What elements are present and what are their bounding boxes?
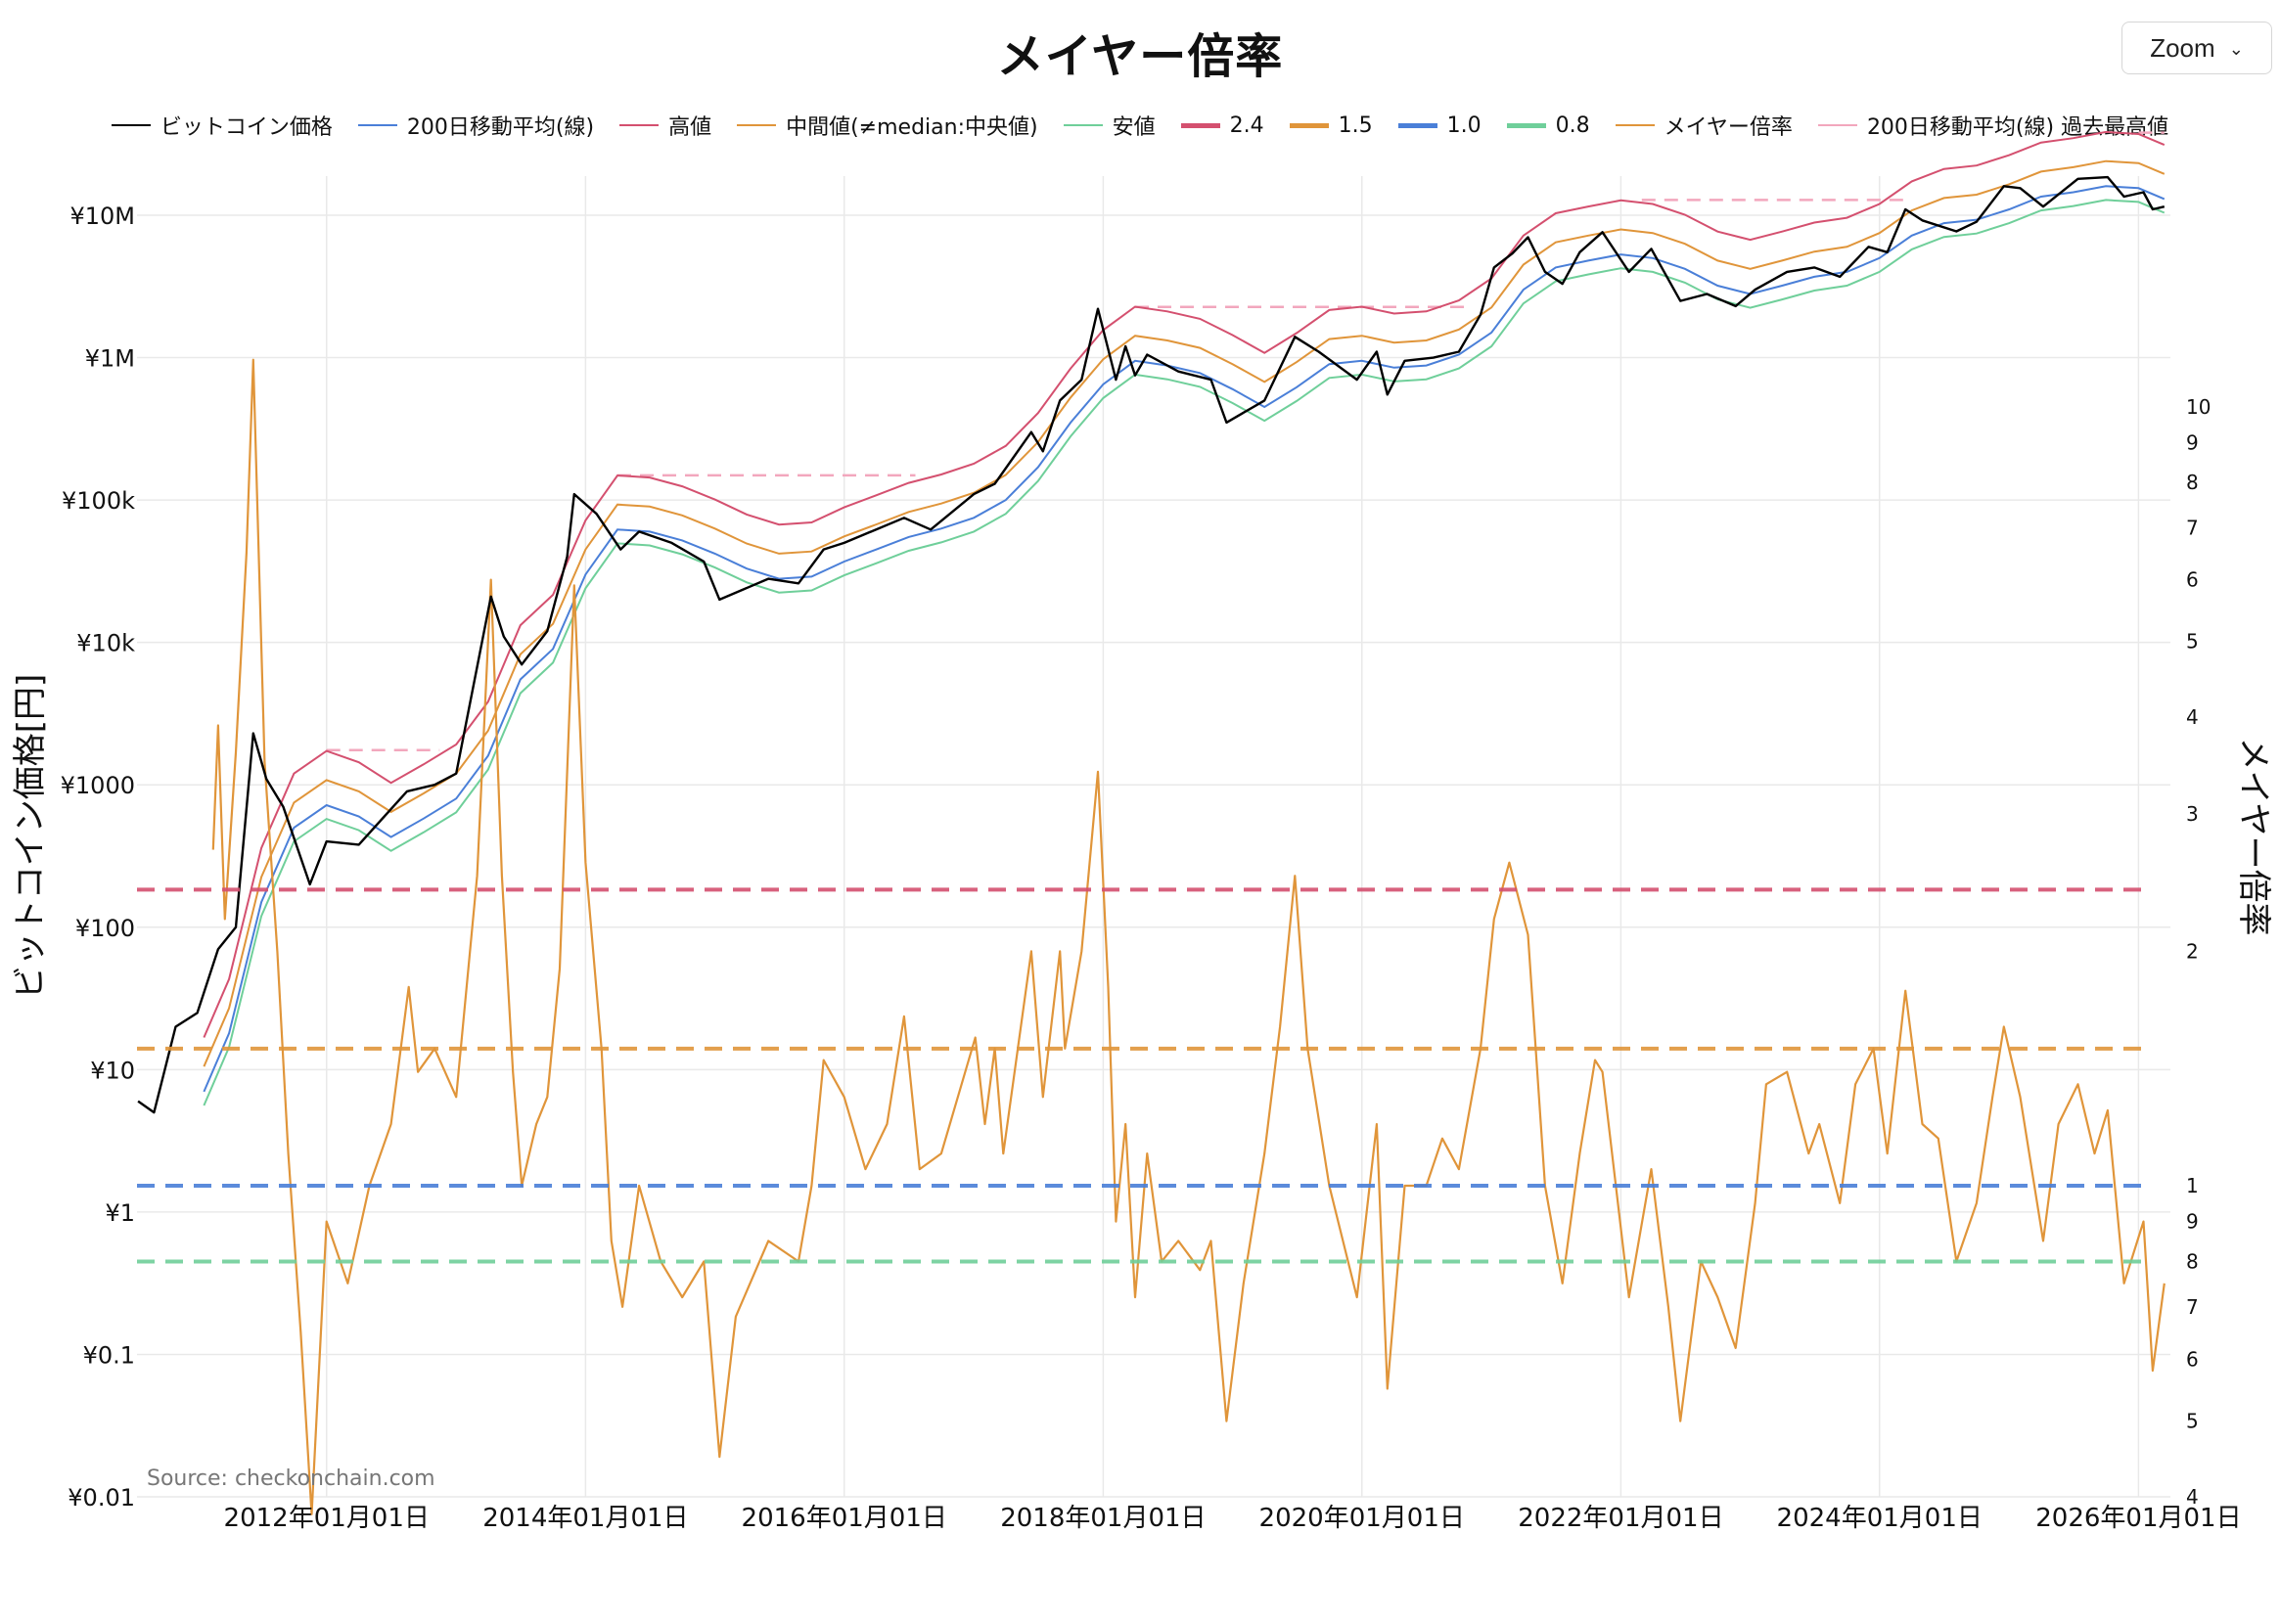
y-left-tick-label: ¥10k [76,630,135,657]
legend-swatch [1063,124,1103,126]
y-left-tick-label: ¥10 [90,1057,135,1084]
legend-item[interactable]: 高値 [619,110,711,141]
y-right-tick-label: 10 [2186,395,2211,419]
chevron-down-icon: ⌄ [2228,38,2244,59]
source-note: Source: checkonchain.com [147,1466,435,1491]
legend-item[interactable]: 200日移動平均(線) 過去最高値 [1817,110,2169,141]
x-tick-label: 2024年01月01日 [1777,1504,1983,1533]
zoom-label: Zoom [2150,32,2215,63]
legend-item[interactable]: 安値 [1063,110,1156,141]
legend-swatch [111,124,151,126]
legend-label: 200日移動平均(線) [406,115,595,140]
x-tick-label: 2022年01月01日 [1518,1504,1723,1533]
band-mid-line [203,159,2166,1067]
y-left-tick-label: ¥0.1 [83,1341,135,1369]
legend-label: ビットコイン価格 [160,115,333,140]
legend-label: メイヤー倍率 [1664,115,1793,140]
legend-swatch [1180,122,1220,128]
y-left-tick-label: ¥0.01 [68,1484,135,1511]
y-right-tick-label: 8 [2186,471,2199,494]
y-right-tick-label: 6 [2186,1347,2199,1371]
x-tick-label: 2012年01月01日 [224,1504,430,1533]
legend-label: 2.4 [1229,113,1264,138]
y-right-tick-label: 7 [2186,1295,2199,1319]
y-axis-left-title: ビットコイン価格[円] [11,674,50,1000]
legend-label: 0.8 [1555,113,1590,138]
chart-title: メイヤー倍率 [996,29,1284,84]
legend-item[interactable]: メイヤー倍率 [1615,110,1793,141]
legend-swatch [619,124,660,126]
band-low-line [203,199,2166,1106]
y-right-tick-label: 9 [2186,430,2199,454]
y-right-tick-label: 4 [2186,705,2199,729]
y-grid [137,214,2170,1498]
y-left-tick-label: ¥10M [69,203,135,230]
legend-swatch [1397,122,1437,128]
legend-item[interactable]: 1.5 [1289,113,1373,138]
legend-swatch [357,124,397,126]
y-left-tick-label: ¥1000 [61,772,135,799]
series-layer [137,130,2166,1515]
y-left-tick-label: ¥100 [75,915,135,942]
left-axis-ticks: ¥10M ¥1M ¥100k ¥10k ¥1000 ¥100 ¥10 ¥1 ¥0.1 ¥0.01 [61,203,135,1511]
legend-label: 高値 [668,115,712,140]
y-right-tick-label: 8 [2186,1249,2199,1273]
band-high-line [203,130,2166,1038]
legend-label: 1.0 [1446,113,1482,138]
btc-price-line [137,175,2166,1114]
y-right-tick-label: 6 [2186,568,2199,592]
legend-swatch [1615,124,1655,126]
legend-swatch [1817,124,1857,126]
y-right-tick-label: 1 [2186,1174,2199,1197]
legend-item[interactable]: 0.8 [1506,113,1590,138]
y-right-tick-label: 5 [2186,630,2199,654]
right-axis-ticks: 10 9 8 7 6 5 4 3 2 1 9 8 7 6 5 4 [2186,395,2211,1509]
x-axis-ticks: 2012年01月01日 2014年01月01日 2016年01月01日 2018年01… [224,1504,2242,1533]
y-left-tick-label: ¥100k [62,487,135,515]
legend-item[interactable]: 1.0 [1397,113,1482,138]
x-tick-label: 2016年01月01日 [742,1504,947,1533]
x-tick-label: 2018年01月01日 [1000,1504,1206,1533]
y-axis-right-title: メイヤー倍率 [2234,738,2273,936]
reference-lines [137,887,2149,1264]
legend-label: 中間値(≠median:中央値) [786,115,1038,140]
legend-item[interactable]: ビットコイン価格 [111,110,333,141]
ma200-line [203,185,2166,1093]
y-right-tick-label: 5 [2186,1410,2199,1433]
y-right-tick-label: 4 [2186,1485,2199,1509]
y-right-tick-label: 2 [2186,939,2199,963]
chart-legend: ビットコイン価格 200日移動平均(線) 高値 中間値(≠median:中央値) 安値 2… [0,106,2280,145]
legend-swatch [1506,122,1546,128]
zoom-dropdown-button[interactable]: Zoom ⌄ [2121,22,2272,74]
y-right-tick-label: 9 [2186,1210,2199,1234]
legend-swatch [737,124,777,126]
legend-label: 1.5 [1338,113,1373,138]
legend-item[interactable]: 200日移動平均(線) [357,110,595,141]
legend-item[interactable]: 2.4 [1180,113,1264,138]
legend-label: 安値 [1112,115,1156,140]
y-left-tick-label: ¥1M [85,345,135,373]
mayer-multiple-line [211,358,2166,1515]
x-tick-label: 2014年01月01日 [482,1504,688,1533]
y-right-tick-label: 7 [2186,516,2199,539]
x-tick-label: 2020年01月01日 [1259,1504,1465,1533]
legend-item[interactable]: 中間値(≠median:中央値) [737,110,1038,141]
y-right-tick-label: 3 [2186,802,2199,826]
legend-swatch [1289,122,1329,128]
x-grid [325,176,2140,1497]
x-tick-label: 2026年01月01日 [2035,1504,2241,1533]
legend-label: 200日移動平均(線) 過去最高値 [1866,115,2169,140]
y-left-tick-label: ¥1 [105,1199,135,1227]
